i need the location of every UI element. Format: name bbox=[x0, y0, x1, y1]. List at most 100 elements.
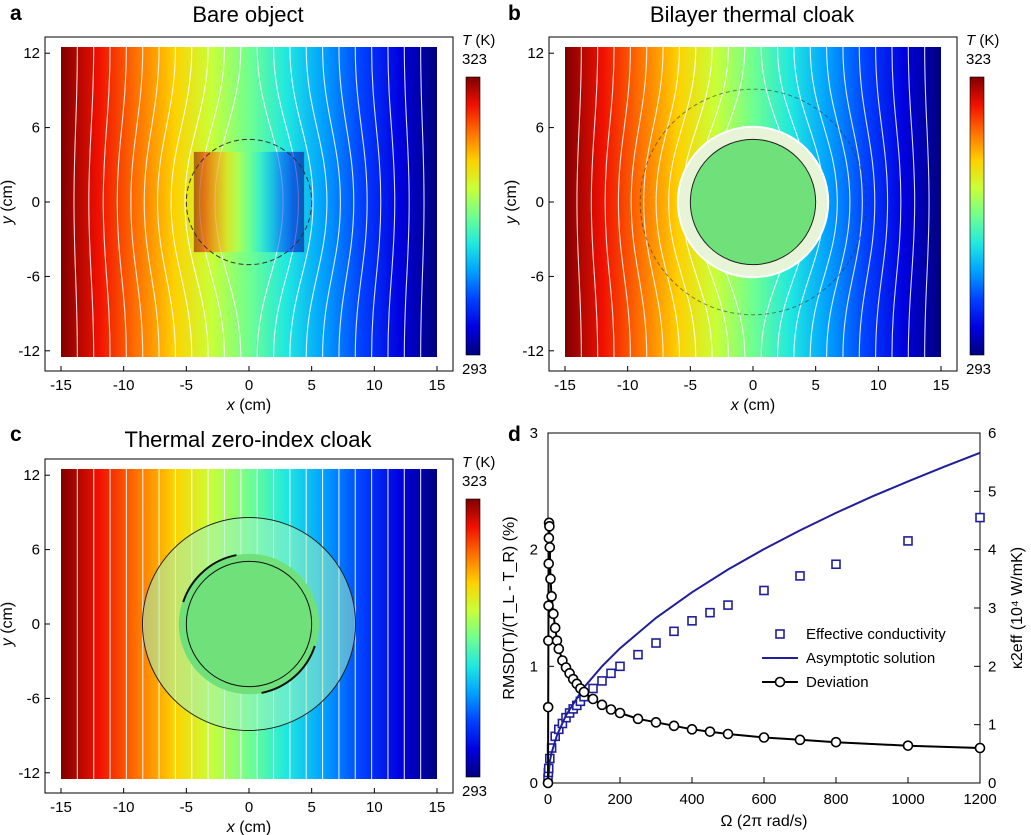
isotherm-line bbox=[576, 46, 582, 358]
x-axis-label: Ω (2π rad/s) bbox=[720, 813, 807, 830]
y-right-tick-label: 1 bbox=[988, 717, 996, 734]
isotherm-line bbox=[655, 46, 680, 358]
isotherm-line bbox=[338, 46, 355, 358]
colorbar-label: T (K) bbox=[462, 454, 495, 471]
y-tick-label: -12 bbox=[18, 343, 40, 360]
x-tick-label: -10 bbox=[113, 799, 135, 816]
y-tick-label: 0 bbox=[32, 194, 40, 211]
colorbar-max: 323 bbox=[966, 51, 991, 68]
y-tick-label: 12 bbox=[23, 45, 40, 62]
panel-title-a: Bare object bbox=[192, 2, 303, 27]
colorbar-min: 293 bbox=[966, 361, 991, 378]
x-tick-label: -10 bbox=[617, 377, 639, 394]
data-point-circle bbox=[548, 608, 559, 620]
isotherm-line bbox=[184, 46, 209, 358]
heatmap-panel-b: -15 -10 -5 0 5 10 15 12 6 0 -6 -12 x (cm) y (cm) T (K)… bbox=[503, 32, 999, 414]
y-right-tick-label: 6 bbox=[988, 425, 996, 442]
isotherm-line bbox=[604, 46, 615, 358]
data-point-circle bbox=[544, 521, 555, 532]
y-tick-label: 0 bbox=[32, 616, 40, 633]
y-tick-label: -12 bbox=[522, 343, 544, 360]
isotherm-line bbox=[143, 46, 160, 358]
data-point-circle bbox=[543, 532, 555, 544]
panel-title-b: Bilayer thermal cloak bbox=[650, 2, 855, 27]
series-line-asymptotic-solution bbox=[547, 451, 981, 784]
legend-marker bbox=[774, 676, 786, 688]
y-right-tick-label: 4 bbox=[988, 542, 996, 559]
panel-letter-c: c bbox=[10, 423, 22, 446]
x-tick-label: 400 bbox=[679, 791, 704, 808]
isotherm-line bbox=[322, 46, 341, 358]
colorbar-min: 293 bbox=[462, 361, 487, 378]
isotherm-line bbox=[875, 46, 889, 358]
x-tick-label: 0 bbox=[245, 377, 253, 394]
data-point-circle bbox=[668, 720, 680, 732]
data-point-square bbox=[903, 536, 913, 546]
data-point-circle bbox=[578, 686, 590, 698]
data-point-circle bbox=[614, 707, 626, 719]
x-axis-label: x (cm) bbox=[226, 819, 271, 835]
data-point-circle bbox=[830, 736, 842, 748]
isotherm-line bbox=[305, 46, 328, 358]
data-point-square bbox=[705, 607, 715, 618]
isotherm-line bbox=[668, 46, 697, 358]
data-point-square bbox=[687, 616, 697, 626]
isotherm-line bbox=[907, 46, 916, 358]
isotherm-line bbox=[643, 46, 664, 358]
y-tick-label: 6 bbox=[32, 120, 40, 137]
y-left-tick-label: 2 bbox=[530, 542, 538, 559]
legend-label: Effective conductivity bbox=[806, 626, 946, 643]
x-tick-label: 0 bbox=[544, 791, 552, 808]
x-tick-label: 800 bbox=[823, 791, 848, 808]
panel-title-c: Thermal zero-index cloak bbox=[125, 427, 373, 452]
data-point-square bbox=[615, 661, 625, 672]
isotherm-line bbox=[924, 46, 930, 358]
data-point-square bbox=[588, 683, 598, 694]
cloak-outer-boundary bbox=[141, 516, 357, 732]
data-point-circle bbox=[722, 728, 734, 740]
data-point-square bbox=[597, 676, 607, 686]
data-point-circle bbox=[704, 726, 716, 737]
data-point-square bbox=[759, 585, 769, 596]
data-point-square bbox=[723, 600, 733, 610]
y-axis-label: y (cm) bbox=[0, 602, 16, 647]
x-tick-label: 10 bbox=[870, 377, 887, 394]
cloak-outer-boundary bbox=[639, 88, 867, 316]
y-tick-label: -6 bbox=[27, 268, 40, 285]
x-tick-label: -15 bbox=[50, 377, 72, 394]
object-boundary bbox=[185, 138, 313, 266]
data-point-square bbox=[651, 638, 661, 648]
y-right-tick-label: 3 bbox=[988, 600, 996, 617]
legend-label: Deviation bbox=[806, 674, 869, 691]
y-right-tick-label: 0 bbox=[988, 775, 996, 792]
x-tick-label: 5 bbox=[811, 377, 819, 394]
object-region bbox=[193, 151, 305, 253]
isotherm-line bbox=[420, 46, 425, 358]
x-tick-label: 1000 bbox=[891, 791, 924, 808]
isotherm-line bbox=[289, 46, 314, 358]
y-tick-label: -12 bbox=[18, 765, 40, 782]
colorbar bbox=[969, 76, 985, 356]
isotherm-line bbox=[809, 46, 838, 358]
x-tick-label: 10 bbox=[366, 377, 383, 394]
isotherm-line bbox=[590, 46, 599, 358]
y-tick-label: 12 bbox=[23, 467, 40, 484]
isotherm-line bbox=[88, 46, 95, 358]
x-tick-label: -5 bbox=[180, 799, 193, 816]
colorbar bbox=[465, 498, 481, 778]
x-tick-label: 1200 bbox=[963, 791, 996, 808]
ring-arc bbox=[182, 554, 237, 603]
cloaked-object bbox=[185, 560, 313, 688]
x-tick-label: -15 bbox=[554, 377, 576, 394]
isotherm-line bbox=[617, 46, 631, 358]
data-point-circle bbox=[543, 558, 555, 569]
colorbar-min: 293 bbox=[462, 783, 487, 800]
data-point-circle bbox=[650, 717, 662, 728]
cloaked-object bbox=[689, 138, 817, 266]
y-right-tick-label: 2 bbox=[988, 658, 996, 675]
y-tick-label: 0 bbox=[536, 194, 544, 211]
heatmap-panel-a: -15 -10 -5 0 5 10 15 12 6 0 -6 -12 x (cm) y (cm) T (K)… bbox=[0, 32, 495, 414]
data-point-circle bbox=[605, 704, 617, 715]
panel-letter-a: a bbox=[10, 2, 22, 25]
